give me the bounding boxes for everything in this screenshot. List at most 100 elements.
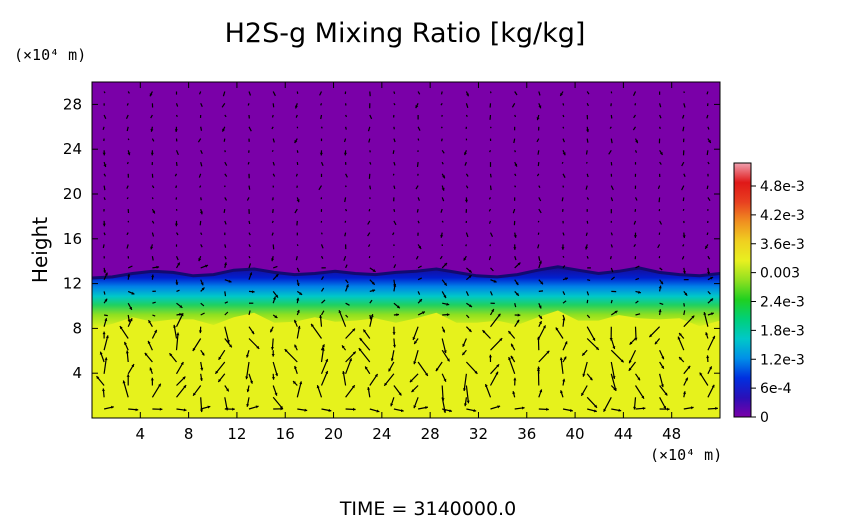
wind-vector-head <box>319 152 323 156</box>
wind-vector-head <box>603 408 607 412</box>
wind-vector-head <box>706 355 710 359</box>
wind-vector-head <box>296 283 300 286</box>
wind-vector-head <box>411 389 415 393</box>
wind-vector <box>200 161 203 167</box>
wind-vector-head <box>444 263 447 266</box>
wind-vector-head <box>595 346 599 350</box>
wind-vector <box>586 197 590 200</box>
wind-vector <box>416 208 419 213</box>
wind-vector-head <box>581 392 584 396</box>
wind-vector <box>610 114 613 119</box>
wind-vector-head <box>511 343 514 347</box>
wind-vector-head <box>159 407 163 411</box>
wind-vector <box>272 91 276 97</box>
wind-vector <box>345 114 348 118</box>
wind-vector <box>393 102 396 106</box>
wind-vector <box>610 276 615 281</box>
wind-vector-head <box>225 407 229 411</box>
y-tick-label: 20 <box>63 185 82 203</box>
wind-vector <box>682 197 685 202</box>
wind-vector <box>585 161 588 164</box>
wind-vector <box>538 208 542 214</box>
wind-vector <box>200 232 203 236</box>
wind-vector <box>224 326 230 344</box>
wind-vector-head <box>363 329 367 333</box>
wind-vector-head <box>127 319 131 323</box>
x-tick-label: 8 <box>184 425 194 443</box>
wind-vector-head <box>294 366 297 369</box>
x-tick-label: 36 <box>517 425 536 443</box>
wind-vector <box>489 291 493 296</box>
wind-vector-head <box>412 337 416 340</box>
wind-vector <box>151 138 155 142</box>
wind-vector <box>441 149 445 154</box>
wind-vector-head <box>473 409 477 413</box>
wind-vector-head <box>679 333 682 336</box>
wind-vector-head <box>413 405 417 409</box>
wind-vector-head <box>150 377 154 381</box>
wind-vector <box>103 335 109 351</box>
wind-vector <box>635 277 640 281</box>
wind-vector <box>104 314 108 317</box>
wind-vector-head <box>104 318 108 322</box>
wind-vector-head <box>229 344 232 348</box>
wind-vector-head <box>585 246 588 250</box>
wind-vector <box>488 220 492 224</box>
wind-vector <box>562 265 566 269</box>
wind-vector <box>416 162 419 167</box>
wind-vector-head <box>609 338 613 341</box>
wind-vector-head <box>658 309 662 313</box>
wind-vector <box>175 185 178 189</box>
wind-vector-head <box>710 312 714 316</box>
interface-edge <box>92 265 720 280</box>
wind-vector-head <box>122 380 126 384</box>
wind-vector <box>415 185 419 190</box>
wind-vector <box>465 291 469 297</box>
wind-vector <box>126 161 129 165</box>
wind-vector <box>221 102 226 108</box>
wind-vector <box>126 126 129 132</box>
wind-vector <box>343 138 347 143</box>
wind-vector <box>488 208 492 212</box>
wind-vector <box>514 91 518 96</box>
wind-vector-head <box>198 330 202 334</box>
wind-vector <box>439 255 443 260</box>
wind-vector <box>634 197 638 201</box>
wind-vector <box>489 232 494 238</box>
wind-vector <box>659 220 663 225</box>
wind-vector <box>296 150 299 153</box>
wind-vector-head <box>443 378 447 382</box>
wind-vector <box>632 126 637 131</box>
wind-vector <box>490 267 494 272</box>
wind-vector <box>152 301 156 304</box>
wind-vector-head <box>642 406 646 410</box>
wind-vector <box>176 289 180 292</box>
wind-vector <box>682 208 685 211</box>
wind-vector-head <box>687 365 691 369</box>
wind-vector-head <box>129 318 133 322</box>
wind-vector-head <box>508 331 512 334</box>
wind-vector <box>659 126 661 129</box>
colorbar-tick-label: 2.4e-3 <box>760 295 805 311</box>
wind-vector-head <box>539 321 542 325</box>
wind-vector-head <box>102 223 106 227</box>
wind-vector-head <box>201 287 205 291</box>
wind-vector <box>514 173 517 177</box>
wind-vector-head <box>539 315 542 319</box>
wind-vector-head <box>398 392 402 396</box>
wind-vector-head <box>111 405 114 409</box>
wind-vector-head <box>246 404 250 407</box>
wind-vector <box>223 138 226 142</box>
wind-vector <box>463 373 467 392</box>
time-footer: TIME = 3140000.0 <box>339 498 516 519</box>
wind-vector <box>586 326 596 341</box>
wind-vector <box>681 161 685 167</box>
wind-vector <box>198 91 202 95</box>
wind-vector <box>295 114 298 118</box>
wind-vector-head <box>275 373 279 377</box>
wind-vector <box>610 267 614 273</box>
wind-vector-head <box>540 281 543 285</box>
wind-vector <box>659 114 662 119</box>
wind-vector <box>175 162 178 166</box>
wind-vector-head <box>273 296 276 300</box>
